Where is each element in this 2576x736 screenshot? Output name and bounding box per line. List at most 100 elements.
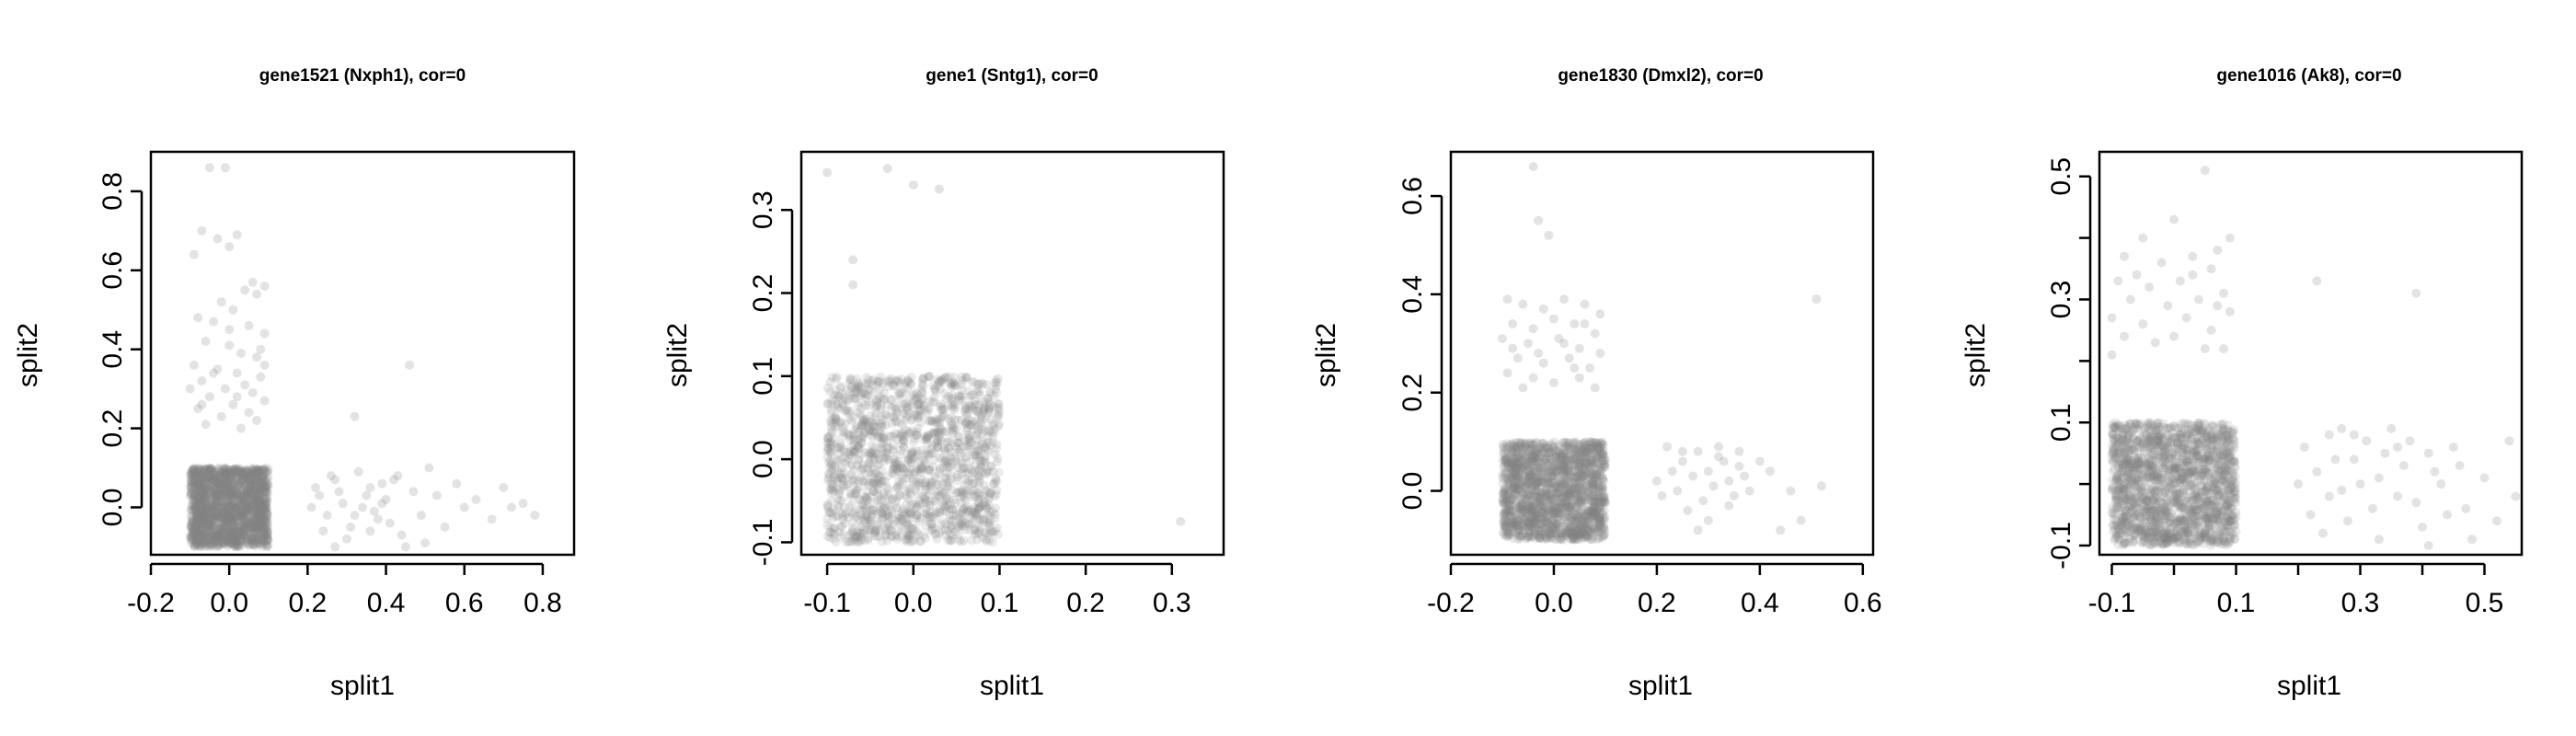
data-point — [196, 524, 206, 535]
data-point — [215, 527, 225, 537]
data-point — [260, 480, 270, 490]
data-point — [219, 502, 229, 512]
data-point — [252, 496, 262, 506]
data-point — [190, 492, 201, 501]
data-point — [245, 500, 255, 511]
data-point — [186, 491, 195, 501]
data-point — [192, 486, 202, 496]
data-point — [243, 505, 253, 514]
data-point — [224, 487, 235, 497]
data-point — [228, 500, 238, 511]
data-point — [201, 485, 211, 495]
data-point — [205, 525, 215, 535]
data-point — [248, 524, 259, 535]
data-point — [241, 500, 251, 510]
data-point — [244, 539, 254, 549]
data-point — [219, 483, 229, 493]
data-point — [225, 508, 236, 518]
y-axis-label: split2 — [13, 323, 43, 387]
data-point — [224, 502, 234, 512]
data-point — [242, 472, 252, 482]
data-point — [217, 477, 226, 488]
data-point — [190, 489, 200, 499]
data-point — [244, 475, 254, 485]
data-point — [249, 484, 259, 494]
data-point — [917, 464, 927, 474]
data-point — [224, 484, 235, 494]
points-layer — [1498, 162, 1826, 545]
data-point — [233, 535, 243, 546]
data-point — [216, 297, 226, 307]
data-point — [194, 471, 204, 481]
data-point — [207, 512, 217, 522]
data-point — [201, 524, 211, 535]
data-point — [223, 495, 233, 505]
data-point — [201, 502, 211, 512]
data-point — [250, 470, 259, 480]
data-point — [219, 516, 229, 526]
data-point — [254, 504, 264, 513]
data-point — [208, 532, 217, 542]
data-point — [198, 472, 208, 482]
data-point — [246, 486, 256, 496]
data-point — [223, 516, 233, 526]
data-point — [906, 537, 916, 547]
data-point — [255, 477, 265, 488]
data-point — [440, 522, 450, 532]
data-point — [882, 519, 892, 529]
data-point — [195, 494, 205, 504]
x-axis-label: split1 — [980, 671, 1044, 701]
data-point — [221, 514, 231, 524]
data-point — [227, 466, 237, 477]
data-point — [259, 500, 269, 510]
data-point — [259, 521, 269, 530]
data-point — [202, 539, 213, 549]
data-point — [252, 527, 262, 537]
data-point — [213, 511, 222, 521]
data-point — [217, 536, 227, 546]
data-point — [205, 463, 215, 473]
data-point — [236, 536, 246, 546]
data-point — [975, 463, 985, 473]
data-point — [239, 490, 249, 500]
data-point — [986, 461, 995, 471]
data-point — [227, 494, 237, 504]
data-point — [262, 535, 272, 545]
data-point — [225, 466, 236, 476]
data-point — [194, 513, 203, 523]
data-point — [199, 499, 209, 509]
data-point — [220, 486, 230, 496]
data-point — [241, 471, 250, 481]
data-point — [201, 473, 212, 483]
data-point — [247, 533, 258, 543]
data-point — [214, 535, 224, 546]
data-point — [193, 478, 203, 488]
data-point — [232, 512, 242, 523]
data-point — [249, 477, 259, 488]
data-point — [255, 499, 264, 509]
y-tick-label: 0.0 — [98, 489, 128, 527]
data-point — [201, 504, 212, 514]
data-point — [216, 496, 226, 506]
data-point — [247, 538, 257, 548]
data-point — [201, 481, 211, 491]
data-point — [255, 495, 264, 505]
data-point — [992, 377, 1002, 387]
data-point — [207, 521, 217, 531]
data-point — [929, 455, 939, 465]
data-point — [254, 522, 264, 532]
data-point — [250, 520, 260, 530]
data-point — [221, 534, 231, 544]
data-point — [240, 530, 250, 540]
data-point — [315, 490, 325, 500]
data-point — [222, 468, 232, 478]
data-point — [247, 467, 258, 477]
data-point — [223, 482, 233, 492]
data-point — [232, 475, 242, 485]
data-point — [262, 467, 272, 477]
data-point — [258, 502, 268, 512]
data-point — [196, 512, 206, 523]
data-point — [875, 385, 885, 395]
data-point — [188, 516, 198, 526]
data-point — [231, 504, 240, 514]
